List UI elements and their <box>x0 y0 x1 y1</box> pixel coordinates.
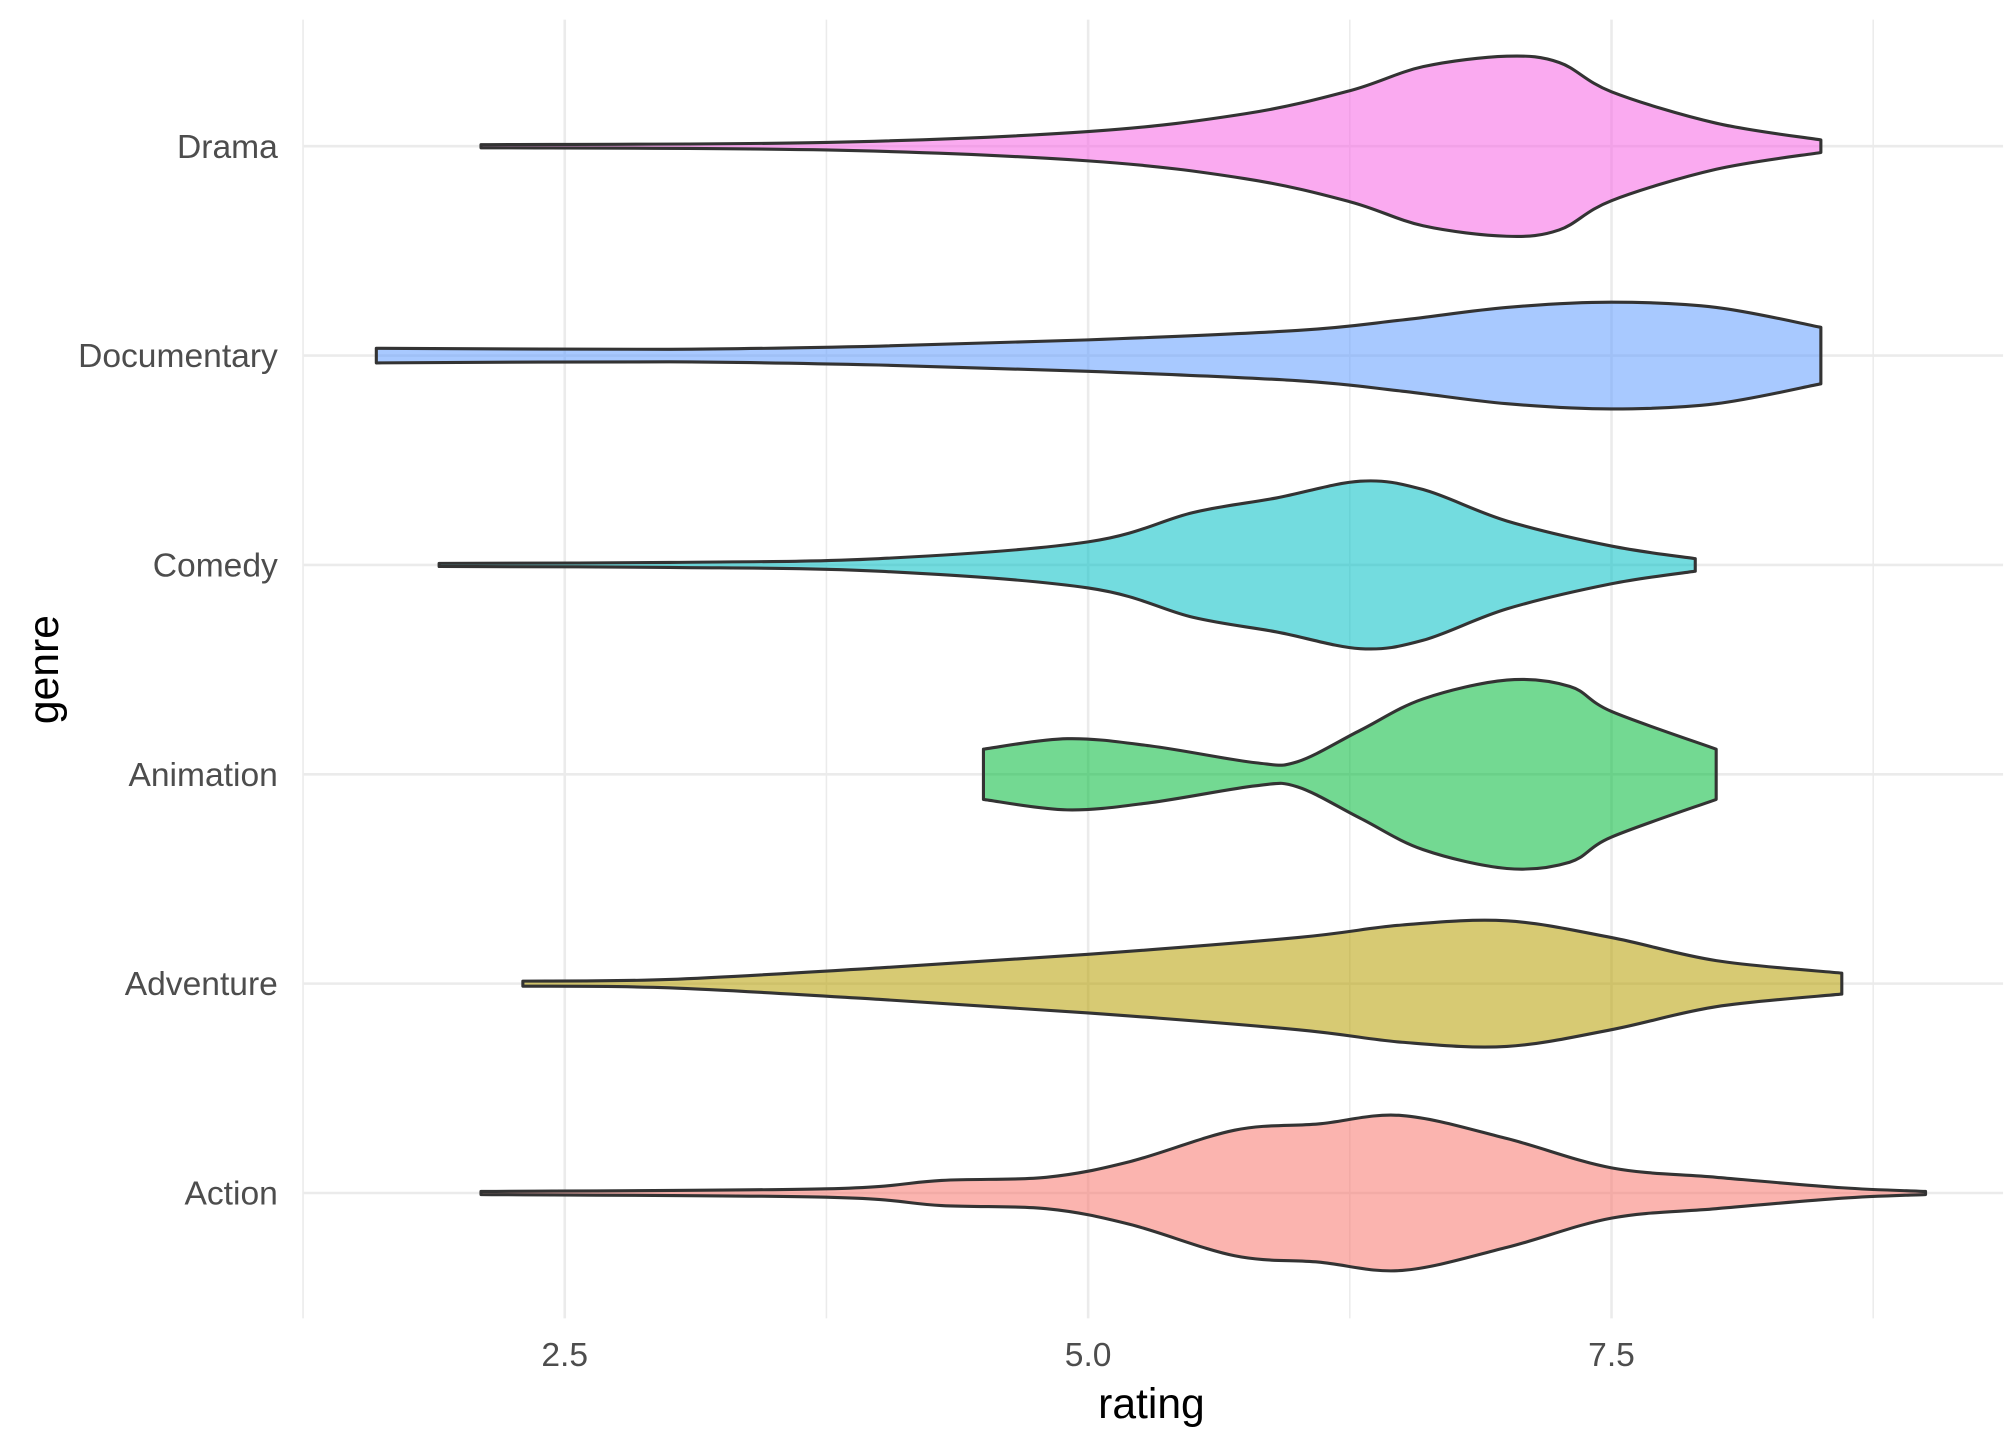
y-tick-label: Animation <box>128 757 277 794</box>
x-tick-label: 5.0 <box>1065 1337 1112 1374</box>
y-axis-title: genre <box>20 615 68 724</box>
y-tick-label: Documentary <box>78 338 278 375</box>
violin-action <box>479 1113 1928 1273</box>
y-tick-label: Adventure <box>125 966 278 1003</box>
violin-animation <box>981 677 1718 871</box>
violin-drama <box>479 54 1823 238</box>
x-tick-label: 7.5 <box>1588 1337 1635 1374</box>
y-tick-label: Comedy <box>153 548 278 585</box>
violin-adventure <box>521 918 1844 1049</box>
x-axis-title: rating <box>1098 1380 1205 1428</box>
y-tick-label: Action <box>184 1176 277 1213</box>
x-tick-labels: 2.5 5.0 7.5 <box>541 1337 1634 1374</box>
x-tick-label: 2.5 <box>541 1337 588 1374</box>
grid-lines <box>302 19 2004 1319</box>
violin-documentary <box>374 300 1823 411</box>
violin-comedy <box>437 479 1697 651</box>
y-tick-labels: Action Adventure Animation Comedy Documentar… <box>78 129 278 1213</box>
y-tick-label: Drama <box>177 129 278 166</box>
violins <box>374 54 1928 1273</box>
